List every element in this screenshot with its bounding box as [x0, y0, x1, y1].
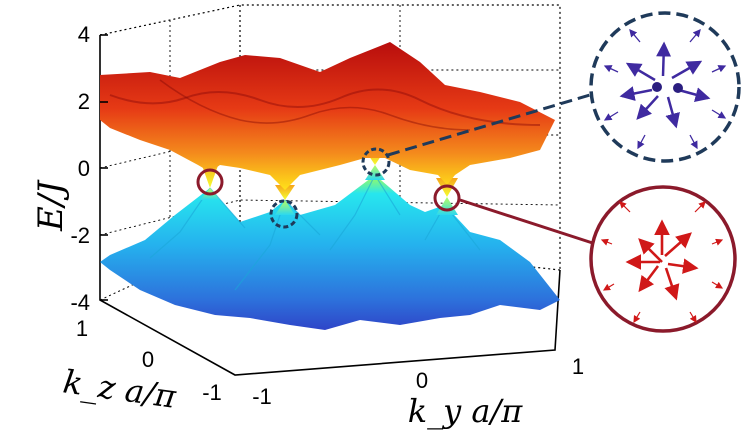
z-tick-neg4: -4 [70, 290, 90, 315]
upper-band-surface [100, 42, 555, 190]
z-tick-4: 4 [78, 22, 90, 47]
ky-axis-label: k_y a/π [408, 392, 524, 430]
navy-inset [589, 11, 741, 163]
solid-circle-marker-left [196, 168, 224, 196]
ky-tick-0: 0 [416, 368, 428, 393]
z-axis-ticks: 4 2 0 -2 -4 [70, 22, 90, 315]
x-axis-ticks: -1 0 1 [252, 354, 584, 409]
z-axis-label: E/J [31, 179, 71, 232]
dashed-circle-marker-left [269, 199, 299, 229]
navy-leader-line [387, 90, 601, 157]
y-axis-ticks: 1 0 -1 [76, 316, 222, 405]
z-tick-neg2: -2 [70, 223, 90, 248]
maroon-inset [589, 185, 737, 333]
lower-band-surface [100, 174, 560, 330]
kz-axis-label: k_z a/π [61, 362, 179, 416]
z-tick-2: 2 [78, 89, 90, 114]
solid-circle-marker-right [433, 184, 461, 212]
ky-tick-1: 1 [572, 354, 584, 379]
z-tick-0: 0 [78, 156, 90, 181]
maroon-leader-line [459, 198, 609, 250]
kz-tick-0: 0 [142, 347, 154, 372]
kz-tick-1: 1 [76, 316, 88, 341]
kz-tick-neg1: -1 [202, 380, 222, 405]
ky-tick-neg1: -1 [252, 384, 272, 409]
dashed-circle-marker-right [361, 147, 391, 177]
z-axis-tickmarks [100, 34, 108, 301]
